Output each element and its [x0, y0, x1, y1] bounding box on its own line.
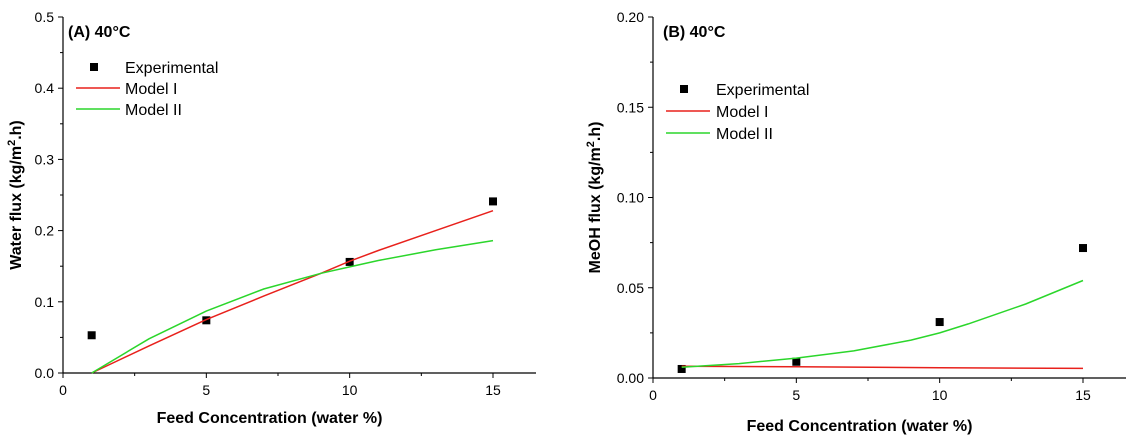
legend-label-a: Model I — [125, 81, 177, 98]
legend-marker-experimental-a — [90, 63, 98, 71]
series-line-model-i-b — [681, 365, 1084, 370]
y-tick-label-b: 0.05 — [617, 280, 644, 296]
x-tick-label-b: 10 — [932, 387, 948, 403]
y-tick-label-b: 0.10 — [617, 190, 644, 206]
y-axis-title-a: Water flux (kg/m2.h) — [6, 120, 25, 270]
x-axis-title-a: Feed Concentration (water %) — [157, 410, 383, 427]
data-point-experimental-b — [1079, 244, 1087, 253]
y-tick-label-a: 0.4 — [35, 80, 55, 96]
legend-label-a: Model II — [125, 102, 182, 119]
legend-marker-experimental-b — [680, 85, 688, 93]
data-point-experimental-b — [935, 318, 944, 327]
panel-title-b: (B) 40°C — [663, 24, 726, 41]
x-tick-label-a: 5 — [202, 382, 210, 398]
x-tick-label-a: 15 — [485, 382, 501, 398]
y-tick-label-a: 0.2 — [35, 223, 55, 239]
x-tick-label-a: 10 — [342, 382, 358, 398]
data-point-experimental-b — [677, 364, 686, 373]
y-tick-label-b: 0.00 — [617, 370, 644, 386]
panel-title-a: (A) 40°C — [68, 24, 131, 41]
x-tick-label-a: 0 — [59, 382, 67, 398]
x-tick-label-b: 5 — [792, 387, 800, 403]
y-tick-label-a: 0.1 — [35, 294, 55, 310]
y-tick-label-a: 0.3 — [35, 151, 55, 167]
series-line-model-ii-b — [681, 279, 1084, 368]
chart-panel-b: 0.00 0.05 0.10 0.15 0.20 0 5 10 15 Feed Concentra… — [585, 9, 1126, 435]
y-tick-label-b: 0.15 — [617, 99, 644, 115]
x-tick-label-b: 15 — [1075, 387, 1091, 403]
data-point-experimental-a — [489, 197, 497, 206]
legend-label-b: Model I — [716, 104, 768, 121]
data-point-experimental-a — [87, 331, 96, 340]
x-axis-title-b: Feed Concentration (water %) — [747, 418, 973, 435]
series-line-model-i-a — [91, 209, 494, 374]
legend-label-b: Model II — [716, 126, 773, 143]
x-tick-label-b: 0 — [649, 387, 657, 403]
y-tick-label-b: 0.20 — [617, 9, 644, 25]
y-tick-label-a: 0.0 — [35, 365, 55, 381]
series-line-model-ii-a — [91, 239, 494, 374]
legend-label-b: Experimental — [716, 82, 809, 99]
y-tick-label-a: 0.5 — [35, 9, 55, 25]
chart-panel-a: 0.0 0.1 0.2 0.3 0.4 0.5 0 5 10 15 Feed Concentrati… — [6, 9, 536, 427]
data-point-experimental-b — [792, 357, 801, 366]
y-axis-title-b: MeOH flux (kg/m2.h) — [585, 122, 604, 274]
legend-label-a: Experimental — [125, 60, 218, 77]
